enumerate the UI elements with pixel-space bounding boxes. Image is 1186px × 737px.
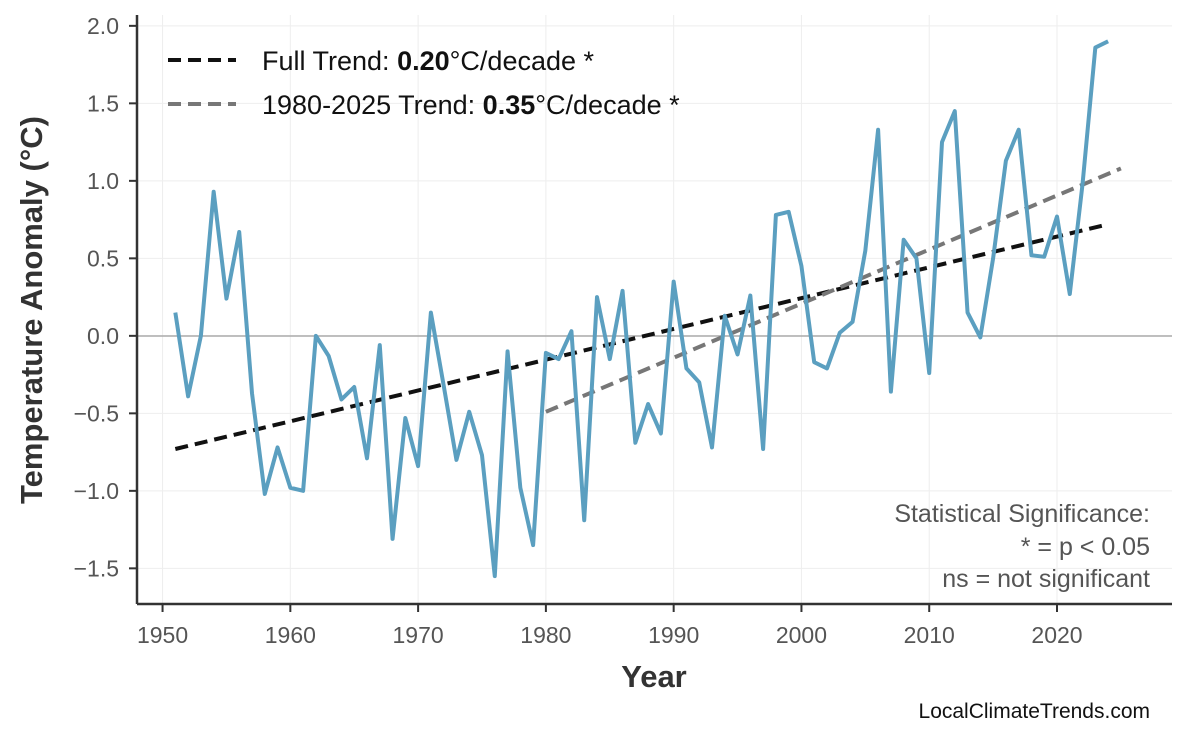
- x-tick-label: 1970: [393, 622, 444, 648]
- y-tick-label: 0.0: [87, 323, 119, 349]
- y-ticks: −1.5 −1.0 −0.5 0.0 0.5 1.0 1.5 2.0: [74, 13, 137, 581]
- x-tick-label: 2010: [904, 622, 955, 648]
- x-ticks: 1950 1960 1970 1980 1990 2000 2010 2020: [137, 604, 1083, 648]
- y-tick-label: −1.0: [74, 478, 119, 504]
- y-tick-label: 1.5: [87, 90, 119, 116]
- y-tick-label: 2.0: [87, 13, 119, 39]
- x-tick-label: 1980: [520, 622, 571, 648]
- x-tick-label: 1960: [265, 622, 316, 648]
- significance-title: Statistical Significance:: [894, 500, 1150, 528]
- anomaly-line: [173, 39, 1109, 579]
- series: [173, 39, 1109, 579]
- y-tick-label: −1.5: [74, 555, 119, 581]
- x-tick-label: 2020: [1031, 622, 1082, 648]
- x-tick-label: 1990: [648, 622, 699, 648]
- x-axis-title: Year: [621, 659, 687, 694]
- y-tick-label: −0.5: [74, 400, 119, 426]
- recent-trend-line: [545, 166, 1122, 414]
- y-tick-label: 0.5: [87, 245, 119, 271]
- legend-label-recent: 1980-2025 Trend: 0.35°C/decade *: [262, 90, 680, 120]
- watermark: LocalClimateTrends.com: [919, 700, 1150, 723]
- x-tick-label: 1950: [137, 622, 188, 648]
- legend-label-full: Full Trend: 0.20°C/decade *: [262, 46, 595, 76]
- significance-note: Statistical Significance: * = p < 0.05 n…: [894, 500, 1150, 593]
- y-tick-label: 1.0: [87, 168, 119, 194]
- legend: Full Trend: 0.20°C/decade * 1980-2025 Tr…: [168, 46, 680, 120]
- significance-line-1: * = p < 0.05: [1021, 533, 1150, 561]
- x-tick-label: 2000: [776, 622, 827, 648]
- significance-line-2: ns = not significant: [942, 565, 1150, 593]
- y-axis-title: Temperature Anomaly (°C): [14, 116, 49, 504]
